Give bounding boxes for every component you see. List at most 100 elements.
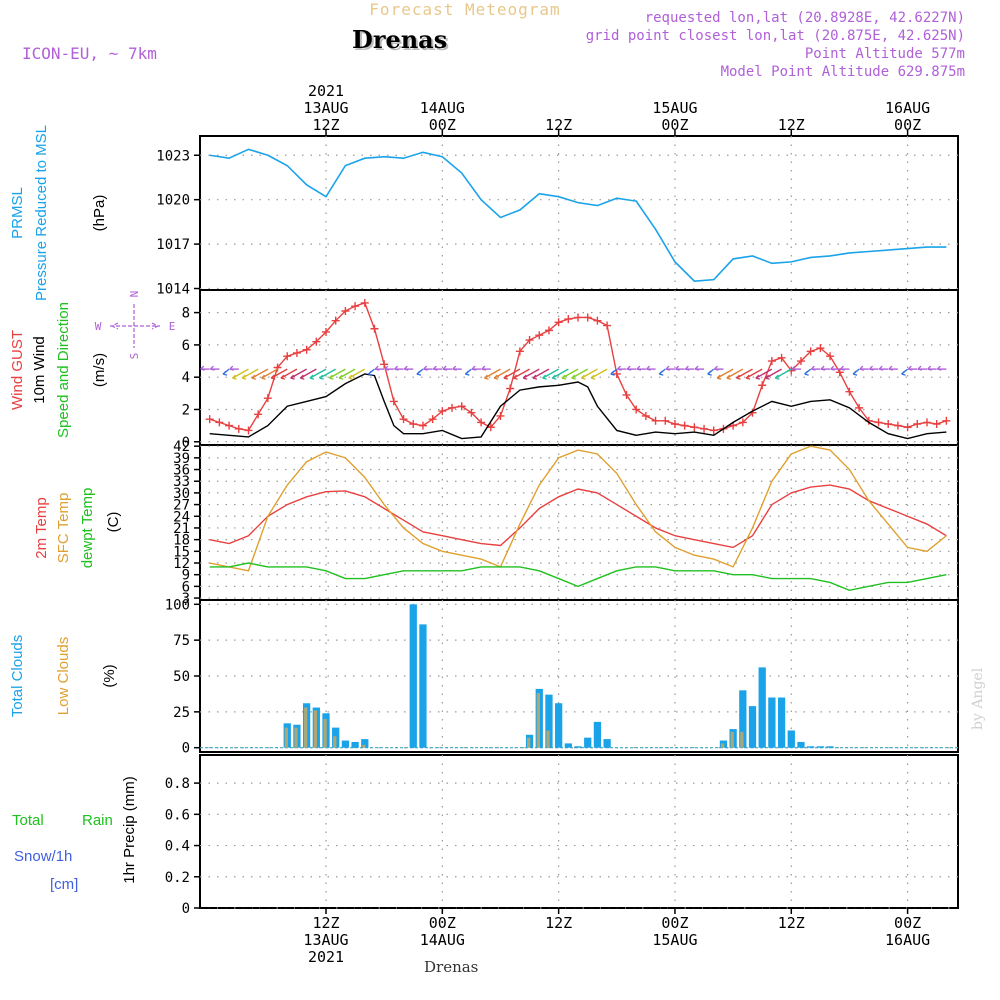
wind-direction-arrowhead [571,374,576,380]
gust-marker [574,313,583,322]
total-clouds-bar [545,694,553,748]
total-clouds-bar [826,746,834,748]
gust-marker [428,415,437,424]
total-clouds-bar [807,746,815,748]
wind-direction-arrowhead [200,365,205,371]
wind-direction-arrowhead [532,374,538,380]
gust-marker [690,423,699,432]
wind-direction-arrowhead [888,365,894,371]
wind-direction-arrowhead [522,374,528,380]
wind-direction-arrowhead [270,374,276,380]
temperature-ytick-label: 21 [173,521,190,537]
wind-direction-arrow [513,368,530,379]
low-clouds-bar [313,710,318,748]
time-label-top: 00Z [661,116,688,134]
compass-north-label: N [128,291,141,298]
temp-dewpt-label: dewpt Temp [79,488,96,569]
grid-point-coordinates: grid point closest lon,lat (20.875E, 42.… [585,28,965,44]
pressure-unit-label: (hPa) [91,195,108,232]
gust-marker [593,316,602,325]
temperature-ytick-label: 42 [173,439,190,455]
gust-marker [670,420,679,429]
gust-marker [263,394,272,403]
wind-direction-arrowhead [852,370,858,376]
wind-label: 10m Wind [31,336,48,404]
requested-coordinates: requested lon,lat (20.8928E, 42.6227N) [644,10,965,26]
pressure-frame [199,135,959,291]
gust-marker [477,418,486,427]
time-label-top: 00Z [429,116,456,134]
precip-rain-label: Rain [82,812,113,829]
time-label-bottom: 13AUG [303,931,348,949]
gust-marker [777,353,786,362]
gust-marker [457,402,466,411]
compass-west-label: W [95,320,102,333]
clouds-ytick-label: 75 [173,633,190,649]
gust-marker [564,315,573,324]
wind-direction-arrowhead [869,365,874,371]
wind-direction-arrow [755,368,773,379]
gust-marker [302,345,311,354]
wind-direction-arrowhead [261,374,266,380]
time-label-top: 15AUG [652,99,697,117]
wind-direction-arrowhead [684,365,690,371]
pressure-label: PRMSL [9,187,26,239]
wind-direction-arrowhead [299,374,305,380]
pressure-ytick-label: 1020 [156,193,190,209]
time-label-bottom: 2021 [308,948,344,966]
gust-marker [583,313,592,322]
wind-direction-arrow [484,368,501,379]
total-clouds-bar [768,697,776,748]
clouds-ytick-label: 0 [182,741,190,757]
gust-marker [283,352,292,361]
wind-direction-arrowhead [442,365,448,371]
wind-direction-arrow [745,368,763,379]
pressure-ytick-label: 1014 [156,282,190,298]
gust-marker [312,337,321,346]
time-label-bottom: 16AUG [885,931,930,949]
gust-marker [603,321,612,330]
wind-direction-arrowhead [280,374,286,380]
gust-marker [932,420,941,429]
gust-marker [806,347,815,356]
gust-marker [922,418,931,427]
wind-direction-arrowhead [561,374,567,380]
wind-direction-arrowhead [374,365,380,371]
wind-ytick-label: 6 [182,338,190,354]
low-clouds-bar [294,727,298,748]
wind-direction-arrow [774,368,792,379]
wind-direction-arrowhead [917,365,923,371]
wind-direction-arrowhead [432,365,438,371]
wind-direction-arrow [270,368,288,379]
gust-marker [622,390,631,399]
wind-direction-arrowhead [241,374,247,380]
wind-direction-arrowhead [251,374,257,380]
gust-marker [738,418,747,427]
clouds-unit-label: (%) [101,664,118,687]
time-label-top: 14AUG [420,99,465,117]
wind-direction-arrowhead [471,365,477,371]
temp-sfc-line [209,445,947,572]
wind-direction-arrowhead [503,374,509,380]
temperature-ytick-label: 27 [173,498,190,514]
location-title: Drenas [352,25,448,54]
chart-title: Forecast Meteogram [369,0,561,19]
gust-label: Wind GUST [9,330,26,410]
low-clouds-bar [536,693,540,748]
model-point-altitude: Model Point Altitude 629.875m [720,64,965,80]
low-clouds-bar [284,727,288,748]
total-clouds-bar [409,604,417,748]
wind-direction-arrowhead [232,374,237,380]
wind-ytick-label: 8 [182,306,190,322]
wind-direction-arrow [581,368,598,379]
time-label-top: 12Z [312,116,339,134]
gust-marker [845,387,854,396]
gust-marker [816,344,825,353]
wind-direction-arrowhead [309,374,315,380]
temperature-ytick-label: 15 [173,544,190,560]
wind-direction-arrow [232,368,249,379]
gust-marker [322,327,331,336]
total-clouds-bar [361,739,369,748]
temperature-ytick-label: 9 [182,568,190,584]
precip-ytick-label: 0.4 [165,839,190,855]
